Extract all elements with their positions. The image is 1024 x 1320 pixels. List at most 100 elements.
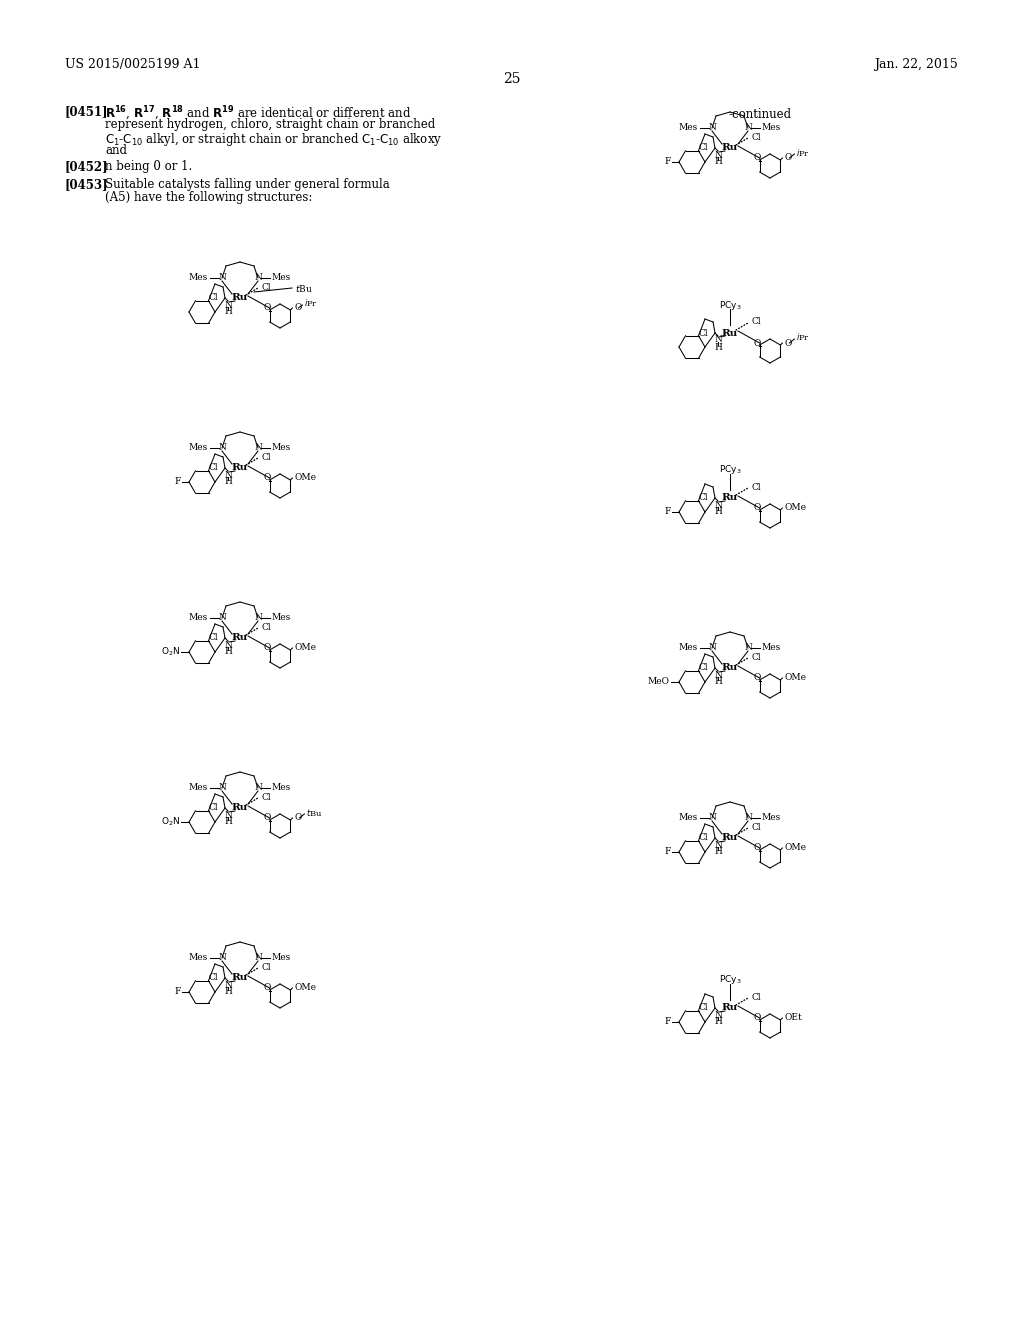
Text: Ru: Ru [231, 804, 248, 813]
Text: F: F [665, 1018, 671, 1027]
Text: Mes: Mes [272, 784, 291, 792]
Text: N: N [218, 444, 226, 453]
Text: O: O [294, 813, 302, 822]
Polygon shape [234, 466, 236, 470]
Text: O: O [264, 474, 271, 483]
Text: N: N [218, 614, 226, 623]
Text: Cl: Cl [698, 833, 708, 842]
Text: N: N [744, 813, 752, 822]
Text: Cl: Cl [751, 483, 761, 491]
Text: H: H [714, 677, 722, 686]
Text: N: N [224, 470, 232, 479]
Text: O: O [264, 304, 271, 313]
Text: N: N [708, 644, 716, 652]
Text: O: O [754, 1014, 761, 1023]
Text: H: H [714, 507, 722, 516]
Text: OMe: OMe [294, 644, 316, 652]
Text: Cl: Cl [751, 993, 761, 1002]
Text: Mes: Mes [188, 444, 208, 453]
Text: N: N [254, 614, 262, 623]
Polygon shape [234, 977, 236, 979]
Polygon shape [724, 1006, 726, 1010]
Text: Cl: Cl [751, 822, 761, 832]
Text: Mes: Mes [679, 644, 698, 652]
Text: Mes: Mes [272, 444, 291, 453]
Text: Cl: Cl [208, 804, 218, 813]
Polygon shape [724, 147, 726, 149]
Text: H: H [224, 648, 232, 656]
Text: Ru: Ru [722, 494, 738, 503]
Text: H: H [224, 478, 232, 487]
Text: $\mathit{i}$Pr: $\mathit{i}$Pr [797, 147, 810, 157]
Text: Cl: Cl [208, 293, 218, 302]
Text: H: H [224, 308, 232, 317]
Text: and: and [105, 144, 127, 157]
Text: OMe: OMe [784, 843, 806, 853]
Text: N: N [254, 444, 262, 453]
Text: OMe: OMe [784, 503, 806, 512]
Text: [0453]: [0453] [65, 178, 109, 191]
Text: F: F [175, 987, 181, 997]
Text: O: O [754, 503, 761, 512]
Polygon shape [724, 496, 726, 499]
Text: N: N [218, 273, 226, 282]
Text: F: F [175, 478, 181, 487]
Text: O: O [294, 304, 302, 313]
Text: represent hydrogen, chloro, straight chain or branched: represent hydrogen, chloro, straight cha… [105, 117, 435, 131]
Text: $\mathit{i}$Pr: $\mathit{i}$Pr [797, 331, 810, 342]
Text: N: N [254, 784, 262, 792]
Text: N: N [224, 810, 232, 820]
Text: -continued: -continued [728, 108, 792, 121]
Text: H: H [224, 817, 232, 826]
Text: N: N [218, 784, 226, 792]
Text: O: O [784, 338, 792, 347]
Text: $\mathrm{O_2N}$: $\mathrm{O_2N}$ [161, 645, 180, 659]
Text: $\mathrm{PCy_3}$: $\mathrm{PCy_3}$ [719, 298, 741, 312]
Text: Suitable catalysts falling under general formula: Suitable catalysts falling under general… [105, 178, 390, 191]
Text: F: F [665, 507, 671, 516]
Text: $\mathbf{R^{16}}$, $\mathbf{R^{17}}$, $\mathbf{R^{18}}$ and $\mathbf{R^{19}}$ ar: $\mathbf{R^{16}}$, $\mathbf{R^{17}}$, $\… [105, 106, 412, 123]
Text: O: O [264, 813, 271, 822]
Text: [0452]: [0452] [65, 160, 109, 173]
Text: N: N [224, 301, 232, 309]
Text: O: O [264, 644, 271, 652]
Text: Ru: Ru [231, 463, 248, 473]
Text: O: O [754, 673, 761, 682]
Text: Cl: Cl [751, 318, 761, 326]
Text: Mes: Mes [272, 614, 291, 623]
Text: Ru: Ru [722, 833, 738, 842]
Text: H: H [714, 847, 722, 857]
Text: N: N [224, 981, 232, 990]
Text: N: N [714, 500, 722, 510]
Polygon shape [724, 331, 726, 334]
Text: N: N [708, 813, 716, 822]
Text: Mes: Mes [679, 124, 698, 132]
Polygon shape [234, 807, 236, 809]
Text: Ru: Ru [231, 634, 248, 643]
Polygon shape [724, 837, 726, 840]
Text: N: N [714, 335, 722, 345]
Text: Cl: Cl [751, 652, 761, 661]
Text: Mes: Mes [762, 813, 781, 822]
Text: Cl: Cl [261, 623, 270, 631]
Text: N: N [254, 953, 262, 962]
Text: H: H [714, 342, 722, 351]
Text: (A5) have the following structures:: (A5) have the following structures: [105, 191, 312, 205]
Text: H: H [714, 157, 722, 166]
Text: Cl: Cl [698, 494, 708, 503]
Text: N: N [714, 671, 722, 680]
Text: N: N [254, 273, 262, 282]
Text: Cl: Cl [261, 453, 270, 462]
Text: OMe: OMe [294, 474, 316, 483]
Text: N: N [218, 953, 226, 962]
Text: $\mathrm{PCy_3}$: $\mathrm{PCy_3}$ [719, 974, 741, 986]
Text: Cl: Cl [261, 792, 270, 801]
Text: $\mathrm{C_1}$-$\mathrm{C_{10}}$ alkyl, or straight chain or branched $\mathrm{C: $\mathrm{C_1}$-$\mathrm{C_{10}}$ alkyl, … [105, 131, 442, 148]
Text: O: O [754, 843, 761, 853]
Text: Mes: Mes [188, 614, 208, 623]
Text: Cl: Cl [261, 962, 270, 972]
Text: Cl: Cl [751, 132, 761, 141]
Text: Cl: Cl [208, 634, 218, 643]
Text: OMe: OMe [784, 673, 806, 682]
Text: H: H [224, 987, 232, 997]
